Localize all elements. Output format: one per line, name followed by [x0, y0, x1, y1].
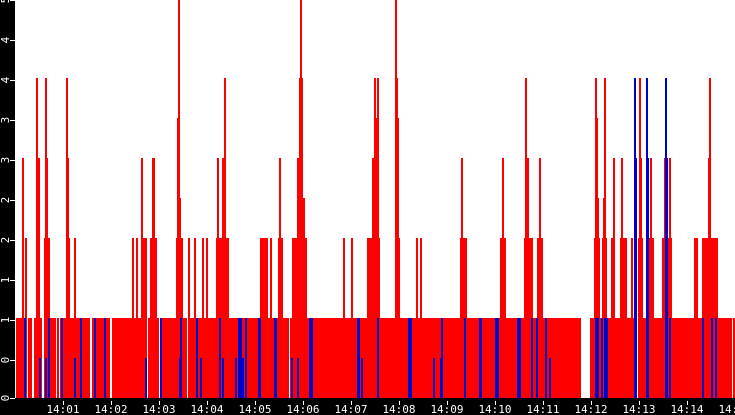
y-tick-label: 1: [0, 317, 12, 324]
x-tick-label: 14:06: [286, 403, 319, 415]
y-tick-label: 0: [0, 395, 12, 402]
x-tick-label: 14:03: [142, 403, 175, 415]
series-blue: [24, 78, 717, 398]
x-tick-label: 14:01: [46, 403, 79, 415]
x-tick-label: 14:13: [622, 403, 655, 415]
x-tick-label: 14:08: [382, 403, 415, 415]
y-tick-label: 4: [0, 36, 12, 43]
y-tick-label: 0: [0, 357, 12, 364]
y-tick-label: 2: [0, 237, 12, 244]
y-tick-label: 1: [0, 277, 12, 284]
x-tick-label: 14:14: [670, 403, 703, 415]
y-axis: 5 4 4 3 3 2 2 1 1 0 0: [0, 0, 15, 401]
x-tick-label: 14:15: [718, 403, 735, 415]
x-tick-label: 14:07: [334, 403, 367, 415]
y-tick-label: 4: [0, 76, 12, 83]
x-tick-label: 14:12: [574, 403, 607, 415]
x-tick-label: 14:11: [526, 403, 559, 415]
x-tick-label: 14:02: [94, 403, 127, 415]
x-tick-label: 14:04: [190, 403, 223, 415]
x-tick-label: 14:09: [430, 403, 463, 415]
y-tick-label: 5: [0, 0, 12, 3]
series-layer: [16, 0, 735, 398]
x-axis: 14:01 14:02 14:03 14:04 14:05 14:06 14:07 14:08…: [15, 398, 735, 415]
x-tick-label: 14:10: [478, 403, 511, 415]
y-tick-label: 3: [0, 117, 12, 124]
x-tick-label: 14:05: [238, 403, 271, 415]
series-line-blue: [24, 78, 717, 398]
y-tick-label: 3: [0, 157, 12, 164]
y-tick-label: 2: [0, 197, 12, 204]
